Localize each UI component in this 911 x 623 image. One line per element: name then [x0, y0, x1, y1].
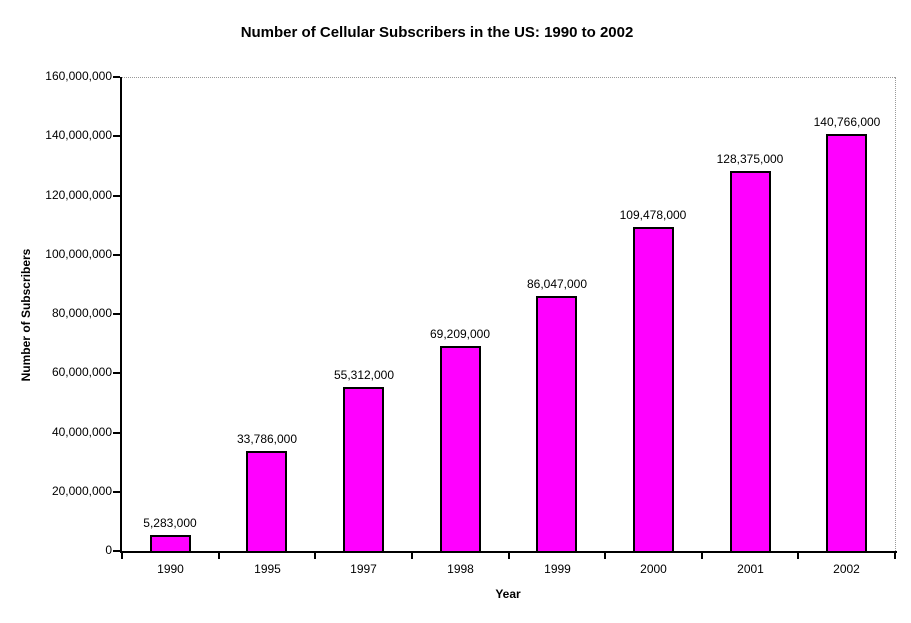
- x-tick-mark: [507, 553, 510, 559]
- y-tick-mark: [113, 313, 120, 315]
- x-tick-label: 2001: [737, 562, 764, 576]
- y-tick-label: 100,000,000: [45, 246, 112, 261]
- x-tick-mark: [410, 553, 413, 559]
- bar-value-label: 109,478,000: [619, 208, 687, 222]
- x-tick-mark: [121, 553, 123, 559]
- y-tick-mark: [113, 490, 120, 493]
- x-tick-label: 1990: [157, 562, 184, 576]
- bar: [730, 171, 771, 553]
- bar: [343, 387, 384, 553]
- y-tick-mark: [113, 372, 120, 375]
- plot-border-top: [122, 77, 895, 78]
- bar-value-label: 128,375,000: [716, 152, 784, 166]
- x-tick-label: 1997: [350, 562, 377, 576]
- bar-value-label: 140,766,000: [813, 115, 881, 129]
- bar-value-label: 5,283,000: [143, 516, 197, 530]
- bar-value-label: 69,209,000: [429, 327, 491, 341]
- x-tick-mark: [314, 553, 317, 559]
- x-tick-mark: [700, 553, 703, 559]
- x-tick-label: 2000: [640, 562, 667, 576]
- x-tick-label: 1999: [544, 562, 571, 576]
- y-tick-label: 140,000,000: [45, 128, 112, 143]
- y-tick-mark: [113, 550, 120, 552]
- y-tick-label: 0: [105, 543, 112, 557]
- x-tick-label: 1995: [254, 562, 281, 576]
- x-axis-title: Year: [495, 587, 521, 601]
- x-tick-mark: [217, 553, 220, 559]
- bar: [150, 535, 191, 553]
- bar: [826, 134, 867, 553]
- y-tick-mark: [113, 431, 120, 434]
- x-axis-line: [120, 551, 897, 553]
- y-tick-label: 120,000,000: [45, 187, 112, 202]
- y-tick-label: 160,000,000: [45, 69, 112, 83]
- bar-value-label: 55,312,000: [333, 368, 395, 382]
- y-tick-mark: [113, 135, 120, 138]
- y-tick-mark: [113, 76, 120, 78]
- x-tick-mark: [797, 553, 800, 559]
- y-tick-mark: [113, 253, 120, 256]
- y-tick-label: 20,000,000: [51, 483, 112, 498]
- x-tick-label: 1998: [447, 562, 474, 576]
- bar: [440, 346, 481, 553]
- bar: [633, 227, 674, 553]
- x-tick-mark: [894, 553, 896, 559]
- y-tick-mark: [113, 194, 120, 197]
- y-axis-line: [120, 77, 122, 553]
- y-tick-label: 60,000,000: [51, 365, 112, 380]
- bar: [536, 296, 577, 553]
- bar-value-label: 86,047,000: [526, 277, 588, 291]
- y-tick-label: 80,000,000: [51, 306, 112, 320]
- plot-border-right: [895, 77, 896, 551]
- bar-value-label: 33,786,000: [236, 432, 298, 446]
- y-tick-label: 40,000,000: [51, 424, 112, 439]
- x-tick-label: 2002: [833, 562, 860, 576]
- x-tick-mark: [604, 553, 607, 559]
- bar: [246, 451, 287, 553]
- chart-title: Number of Cellular Subscribers in the US…: [240, 24, 634, 41]
